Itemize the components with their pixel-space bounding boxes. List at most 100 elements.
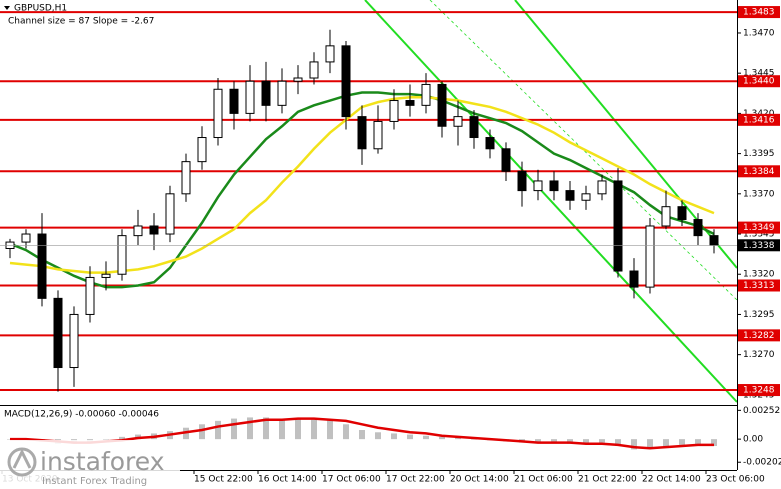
macd-bar: [199, 424, 205, 440]
macd-bar: [551, 439, 557, 443]
level-label: 1.3384: [743, 167, 775, 177]
candle-body: [629, 270, 639, 288]
macd-bar: [647, 439, 653, 449]
level-label: 1.3248: [743, 386, 775, 396]
macd-bar: [311, 419, 317, 440]
macd-bar: [535, 439, 541, 443]
candle-body: [357, 116, 367, 150]
y-tick-label: 1.3345: [743, 230, 775, 240]
candle-body: [117, 235, 127, 275]
y-tick-label: 1.3295: [743, 310, 775, 320]
candle-body: [245, 80, 255, 114]
candle-body: [693, 219, 703, 237]
x-tick-label: 16 Oct 14:00: [258, 475, 317, 485]
macd-bar: [375, 432, 381, 440]
candle-body: [421, 83, 431, 106]
macd-bar: [599, 439, 605, 443]
y-tick-label: 1.3395: [743, 149, 775, 159]
candle-body: [389, 100, 399, 122]
candle-body: [229, 88, 239, 114]
current-price-box: [738, 239, 780, 252]
indicator-line: [10, 417, 714, 450]
x-tick-label: 22 Oct 14:00: [642, 475, 701, 485]
candle-body: [517, 170, 527, 192]
level-label-box: [738, 221, 780, 234]
logo-backdrop: [0, 440, 180, 489]
macd-bar: [615, 439, 621, 446]
candle-body: [325, 45, 335, 63]
macd-bar: [679, 439, 685, 445]
macd-bar: [263, 417, 269, 440]
candle-body: [565, 190, 575, 201]
candle-body: [53, 297, 63, 369]
y-tick-label: 0.00: [743, 435, 763, 445]
level-label-box: [738, 75, 780, 88]
candle-body: [581, 193, 591, 201]
x-tick-label: 17 Oct 22:00: [386, 475, 445, 485]
macd-bar: [631, 439, 637, 450]
level-label-box: [738, 279, 780, 292]
x-tick-label: 23 Oct 06:00: [706, 475, 765, 485]
candle-body: [181, 161, 191, 195]
macd-bar: [583, 439, 589, 444]
macd-bar: [103, 439, 109, 440]
macd-bar: [471, 439, 477, 440]
macd-bar: [343, 424, 349, 440]
macd-bar: [663, 439, 669, 446]
macd-bar: [295, 418, 301, 440]
chart-title: GBPUSD,H1: [14, 4, 67, 14]
candle-body: [677, 206, 687, 221]
candle-body: [277, 80, 287, 106]
level-label: 1.3416: [743, 115, 775, 125]
logo-tagline: Instant Forex Trading: [42, 476, 147, 487]
x-tick-label: 20 Oct 14:00: [450, 475, 509, 485]
y-tick-label: 1.3370: [743, 189, 775, 199]
candle-body: [405, 100, 415, 106]
macd-bar: [711, 439, 717, 446]
candle-body: [21, 233, 31, 243]
level-label-box: [738, 384, 780, 397]
level-label: 1.3313: [743, 281, 775, 291]
y-tick-label: -0.00202: [743, 458, 781, 468]
y-tick-label: 1.3320: [743, 270, 775, 280]
candle-body: [261, 80, 271, 106]
candle-body: [165, 193, 175, 235]
candle-body: [341, 45, 351, 118]
x-tick-label: 21 Oct 22:00: [578, 475, 637, 485]
candle-body: [309, 61, 319, 79]
macd-bar: [231, 418, 237, 440]
candle-body: [85, 276, 95, 315]
indicator-line: [9, 91, 715, 289]
macd-bar: [215, 420, 221, 440]
x-tick-label: 21 Oct 06:00: [514, 475, 573, 485]
logo-name: instaforex: [40, 447, 165, 476]
candle-body: [597, 180, 607, 195]
level-label-box: [738, 6, 780, 19]
candle-body: [149, 225, 159, 235]
candle-body: [613, 180, 623, 272]
candle-body: [549, 180, 559, 192]
macd-bar: [455, 438, 461, 440]
logo-icon: [12, 448, 32, 469]
candle-body: [197, 137, 207, 163]
candle-body: [453, 116, 463, 127]
menu-arrow: [4, 6, 10, 10]
macd-bar: [247, 417, 253, 440]
candle-body: [293, 77, 303, 82]
macd-bar: [423, 435, 429, 440]
candle-body: [373, 120, 383, 150]
y-tick-label: 1.3470: [743, 28, 775, 38]
level-label: 1.3483: [743, 8, 775, 18]
macd-bar: [391, 433, 397, 440]
level-label-box: [738, 113, 780, 126]
x-tick-label: 15 Oct 22:00: [194, 475, 253, 485]
candle-body: [469, 116, 479, 139]
logo: instaforex Instant Forex Trading: [0, 440, 180, 489]
candle-body: [661, 206, 671, 227]
macd-bar: [119, 436, 125, 440]
level-label: 1.3349: [743, 223, 775, 233]
candle-body: [645, 225, 655, 288]
level-label-box: [738, 165, 780, 178]
y-tick-label: 0.00252: [743, 406, 780, 416]
